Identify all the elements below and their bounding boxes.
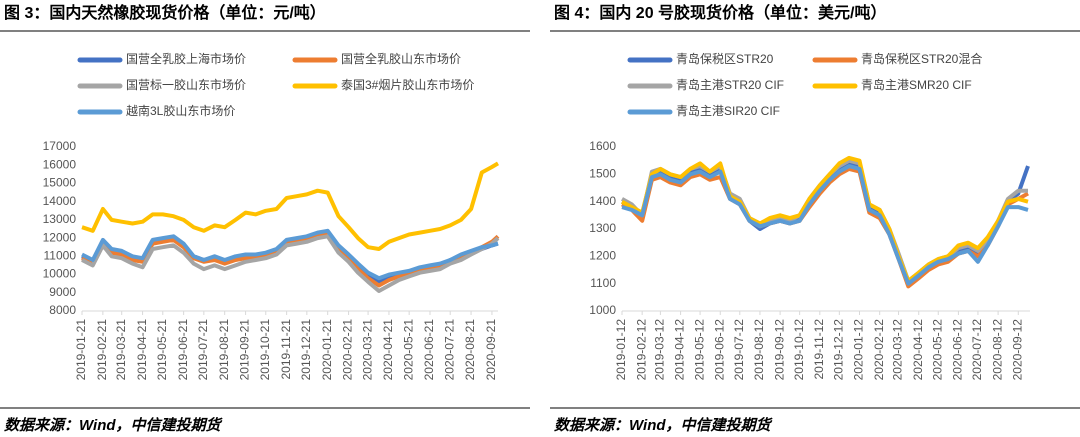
x-tick-label: 2019-06-21 — [176, 319, 190, 381]
series-line — [621, 155, 1029, 283]
legend-label: 国营标一胶山东市场价 — [126, 77, 246, 92]
series-line — [621, 164, 1029, 286]
series-line — [81, 161, 500, 251]
legend-label: 青岛主港SIR20 CIF — [676, 103, 780, 118]
x-tick-label: 2019-12-21 — [299, 319, 313, 381]
y-tick-label: 1200 — [589, 249, 616, 263]
legend-label: 国营全乳胶上海市场价 — [126, 51, 246, 66]
x-tick-label: 2019-02-12 — [634, 319, 648, 381]
x-tick-label: 2019-07-12 — [732, 319, 746, 381]
legend-label: 青岛保税区STR20混合 — [861, 51, 982, 66]
legend-label: 青岛主港SMR20 CIF — [861, 77, 972, 92]
x-tick-label: 2020-06-21 — [422, 319, 436, 381]
x-tick-label: 2019-04-21 — [135, 319, 149, 381]
x-tick-label: 2019-08-12 — [752, 319, 766, 381]
x-tick-label: 2019-08-21 — [217, 319, 231, 381]
x-tick-label: 2020-05-21 — [401, 319, 415, 381]
x-tick-label: 2019-05-12 — [692, 319, 706, 381]
x-tick-label: 2020-09-21 — [484, 319, 498, 381]
y-tick-label: 15000 — [43, 176, 77, 190]
x-tick-label: 2020-06-12 — [951, 319, 965, 381]
y-tick-label: 10000 — [43, 267, 77, 281]
x-tick-label: 2020-04-12 — [911, 319, 925, 381]
x-tick-label: 2019-11-21 — [279, 319, 293, 380]
x-tick-label: 2019-09-12 — [772, 319, 786, 381]
y-tick-label: 16000 — [43, 157, 77, 171]
x-tick-label: 2020-08-12 — [990, 319, 1004, 381]
series-line — [81, 234, 500, 293]
y-tick-label: 1500 — [589, 167, 616, 181]
x-tick-label: 2020-02-12 — [872, 319, 886, 381]
y-tick-label: 9000 — [49, 285, 76, 299]
x-tick-label: 2019-06-12 — [712, 319, 726, 381]
x-tick-label: 2020-08-21 — [463, 319, 477, 381]
x-tick-label: 2019-01-12 — [614, 319, 628, 381]
y-tick-label: 17000 — [43, 139, 77, 153]
legend-label: 越南3L胶山东市场价 — [126, 103, 235, 118]
x-tick-label: 2019-10-12 — [792, 319, 806, 381]
x-tick-label: 2020-04-21 — [381, 319, 395, 381]
x-tick-label: 2020-03-12 — [891, 319, 905, 381]
x-tick-label: 2019-03-12 — [653, 319, 667, 381]
y-tick-label: 1300 — [589, 221, 616, 235]
x-tick-label: 2020-01-12 — [852, 319, 866, 381]
x-tick-label: 2020-05-12 — [930, 319, 944, 381]
source-note: 数据来源：Wind，中信建投期货 — [4, 416, 224, 434]
x-tick-label: 2019-09-21 — [238, 319, 252, 381]
x-tick-label: 2019-11-12 — [812, 319, 826, 380]
chart-title: 图 4：国内 20 号胶现货价格（单位：美元/吨） — [554, 3, 886, 22]
legend-label: 泰国3#烟片胶山东市场价 — [341, 77, 474, 92]
chart-title: 图 3：国内天然橡胶现货价格（单位：元/吨） — [4, 3, 326, 22]
x-tick-label: 2019-03-21 — [114, 319, 128, 381]
y-tick-label: 1000 — [589, 303, 616, 317]
y-tick-label: 1600 — [589, 139, 616, 153]
source-note: 数据来源：Wind，中信建投期货 — [554, 416, 774, 434]
series-line — [81, 228, 499, 281]
y-tick-label: 14000 — [43, 194, 77, 208]
y-tick-label: 8000 — [49, 303, 76, 317]
x-tick-label: 2019-01-21 — [74, 319, 88, 381]
x-tick-label: 2019-07-21 — [196, 319, 210, 381]
legend-label: 青岛保税区STR20 — [676, 51, 774, 66]
x-tick-label: 2020-09-12 — [1010, 319, 1024, 381]
legend-label: 国营全乳胶山东市场价 — [341, 51, 461, 66]
y-tick-label: 12000 — [43, 230, 77, 244]
x-tick-label: 2019-02-21 — [95, 319, 109, 381]
y-tick-label: 11000 — [44, 249, 77, 263]
x-tick-label: 2020-03-21 — [360, 319, 374, 381]
x-tick-label: 2019-12-12 — [832, 319, 846, 381]
y-tick-label: 1100 — [590, 276, 616, 290]
x-tick-label: 2020-07-12 — [970, 319, 984, 381]
x-tick-label: 2020-01-21 — [320, 319, 334, 381]
y-tick-label: 13000 — [43, 212, 77, 226]
x-tick-label: 2020-02-21 — [341, 319, 355, 381]
legend-label: 青岛主港STR20 CIF — [676, 77, 784, 92]
x-tick-label: 2019-05-21 — [155, 319, 169, 381]
x-tick-label: 2019-04-12 — [673, 319, 687, 381]
x-tick-label: 2020-07-21 — [442, 319, 456, 381]
y-tick-label: 1400 — [589, 194, 616, 208]
x-tick-label: 2019-10-21 — [258, 319, 272, 381]
